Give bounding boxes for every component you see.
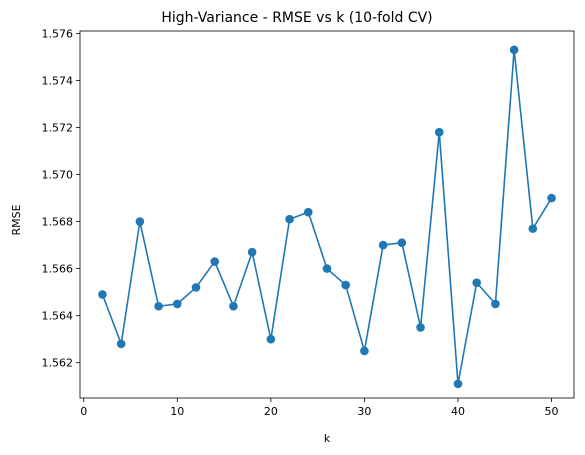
data-point — [210, 257, 220, 266]
x-tick-label: 50 — [545, 405, 559, 418]
data-point — [116, 339, 126, 349]
data-point — [285, 214, 294, 224]
data-point — [229, 301, 238, 311]
x-tick-label: 0 — [80, 405, 87, 418]
chart-title: High-Variance - RMSE vs k (10-fold CV) — [161, 10, 432, 26]
data-point — [472, 278, 481, 288]
x-tick-label: 40 — [451, 405, 465, 418]
data-point — [378, 240, 388, 250]
plot-area: 0 10 20 30 40 50 1.562 1.564 1.566 1.568 1.570 1.57… — [42, 27, 575, 418]
x-tick-label: 10 — [170, 405, 184, 418]
data-point — [135, 217, 145, 226]
data-point — [191, 283, 201, 292]
y-axis-label: RMSE — [10, 204, 23, 235]
y-tick-label: 1.570 — [42, 169, 74, 182]
data-point — [434, 127, 444, 137]
y-tick-label: 1.576 — [42, 27, 74, 40]
y-tick-label: 1.574 — [42, 74, 74, 87]
y-tick-label: 1.572 — [42, 121, 74, 134]
axes-frame — [79, 30, 575, 399]
data-point — [247, 247, 257, 257]
data-point — [173, 299, 182, 309]
data-point — [509, 45, 519, 55]
x-axis-label: k — [324, 432, 331, 445]
data-point — [491, 299, 500, 309]
y-tick-label: 1.568 — [42, 216, 74, 229]
data-point — [266, 334, 276, 344]
y-tick-label: 1.564 — [42, 310, 74, 323]
data-point — [397, 238, 407, 248]
y-tick-label: 1.562 — [42, 357, 74, 370]
data-point — [98, 290, 107, 299]
data-point — [303, 207, 313, 217]
data-point — [154, 301, 163, 311]
data-point — [528, 224, 538, 233]
x-tick-label: 20 — [264, 405, 278, 418]
data-point — [341, 280, 351, 290]
x-tick-label: 30 — [357, 405, 371, 418]
data-point — [453, 379, 463, 389]
data-point — [322, 264, 332, 273]
data-point — [416, 323, 425, 332]
y-tick-label: 1.566 — [42, 263, 74, 276]
data-point — [360, 346, 369, 356]
data-point — [547, 193, 556, 203]
